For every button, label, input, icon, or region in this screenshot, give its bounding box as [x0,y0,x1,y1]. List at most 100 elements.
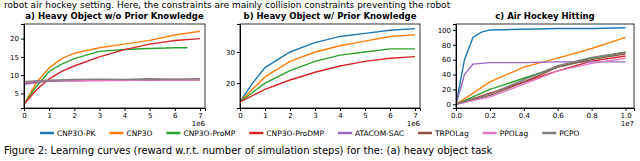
y-tick: 5 [15,90,24,98]
tick-label: 100 [438,27,451,35]
legend-label: PCPO [559,129,579,138]
y-tick: 60 [442,56,456,64]
tick-label: 40 [442,71,451,79]
legend-label: PPOLag [500,129,529,138]
plot-frame [456,24,634,108]
legend-swatch [418,132,432,135]
series-line [24,80,200,84]
tick-label: 15 [10,54,19,62]
axis-line [237,25,241,109]
tick-label: 20 [442,86,451,94]
tick-label: 0.0 [451,112,462,120]
tick-mark [415,108,416,111]
series-line [456,37,626,104]
x-tick: 6 [388,108,393,120]
lines [24,31,200,104]
series-line [456,28,626,105]
series-line [24,80,200,85]
legend-swatch [109,132,123,135]
tick-mark [200,108,201,111]
tick-label: 3 [98,112,102,120]
x-tick: 2 [288,108,292,120]
series-line [24,39,200,105]
body-text: robot air hockey setting. Here, the cons… [4,0,451,10]
axis-offset: 1e7 [621,120,634,128]
tick-label: 30 [226,49,235,57]
plot-frame [24,24,205,108]
tick-label: 0.4 [519,112,531,120]
legend-label: CNP3O-ProMP [183,129,235,138]
x-tick: 0.0 [451,108,462,120]
tick-mark [453,30,456,31]
legend-label: CNP3O-ProDMP [266,129,324,138]
tick-mark [524,108,525,111]
y-tick: 20 [10,35,24,43]
legend-label: CNP3O-PK [57,129,96,138]
tick-mark [125,108,126,111]
legend: CNP3O-PKCNP3OCNP3O-ProMPCNP3O-ProDMPATAC… [40,129,579,138]
x-axis: 0 1 2 3 4 5 6 7 [22,108,205,120]
tick-label: 2 [73,112,77,120]
axis-offset: 1e6 [192,120,206,128]
tick-label: 0 [238,112,242,120]
x-tick: 0 [22,108,26,120]
tick-label: 10 [10,72,19,80]
caption: Figure 2: Learning curves (reward w.r.t.… [4,145,493,156]
legend-label: TRPOLag [434,129,469,138]
chart-title: b) Heavy Object w/ Prior Knowledge [244,11,417,21]
y-tick: 100 [438,27,456,35]
subplot: a) Heavy Object w/o Prior Knowledge 0 1 2 3 4… [10,11,205,128]
legend-item: TRPOLag [418,129,469,138]
tick-mark [237,52,240,53]
tick-mark [453,60,456,61]
tick-mark [74,108,75,111]
series-line [456,52,626,104]
tick-mark [315,108,316,111]
tick-label: 7 [413,112,417,120]
y-axis: 5 10 15 20 [10,25,24,109]
series-line [456,52,626,104]
legend-item: CNP3O [109,129,152,138]
tick-label: 5 [15,90,19,98]
legend-swatch [40,132,54,135]
tick-label: 1 [263,112,267,120]
x-tick: 1 [47,108,51,120]
legend-swatch [338,132,352,135]
x-tick: 0.8 [587,108,598,120]
tick-mark [390,108,391,111]
tick-mark [490,108,491,111]
tick-mark [453,104,456,105]
tick-mark [99,108,100,111]
series-line [240,49,415,102]
axis-line [241,109,421,112]
x-tick: 4 [338,108,343,120]
x-tick: 7 [413,108,417,120]
x-tick: 0.6 [553,108,565,120]
legend-swatch [166,132,180,135]
plot-frame [240,24,420,108]
tick-label: 6 [388,112,393,120]
legend-swatch [249,132,263,135]
tick-label: 0 [447,101,451,109]
tick-label: 4 [123,112,128,120]
series-line [24,31,200,104]
legend-item: CNP3O-PK [40,129,96,138]
tick-mark [453,75,456,76]
x-tick: 0 [238,108,242,120]
series-line [456,58,626,104]
tick-label: 2 [288,112,292,120]
y-tick: 15 [10,54,24,62]
tick-label: 3 [313,112,317,120]
tick-mark [150,108,151,111]
series-line [240,35,415,102]
x-tick: 3 [313,108,317,120]
tick-label: 6 [173,112,178,120]
tick-label: 5 [363,112,367,120]
tick-label: 7 [198,112,202,120]
tick-mark [592,108,593,111]
x-tick: 5 [148,108,152,120]
x-tick: 2 [73,108,77,120]
tick-mark [626,108,627,111]
chart-title: a) Heavy Object w/o Prior Knowledge [25,11,204,21]
y-tick: 30 [226,49,240,57]
